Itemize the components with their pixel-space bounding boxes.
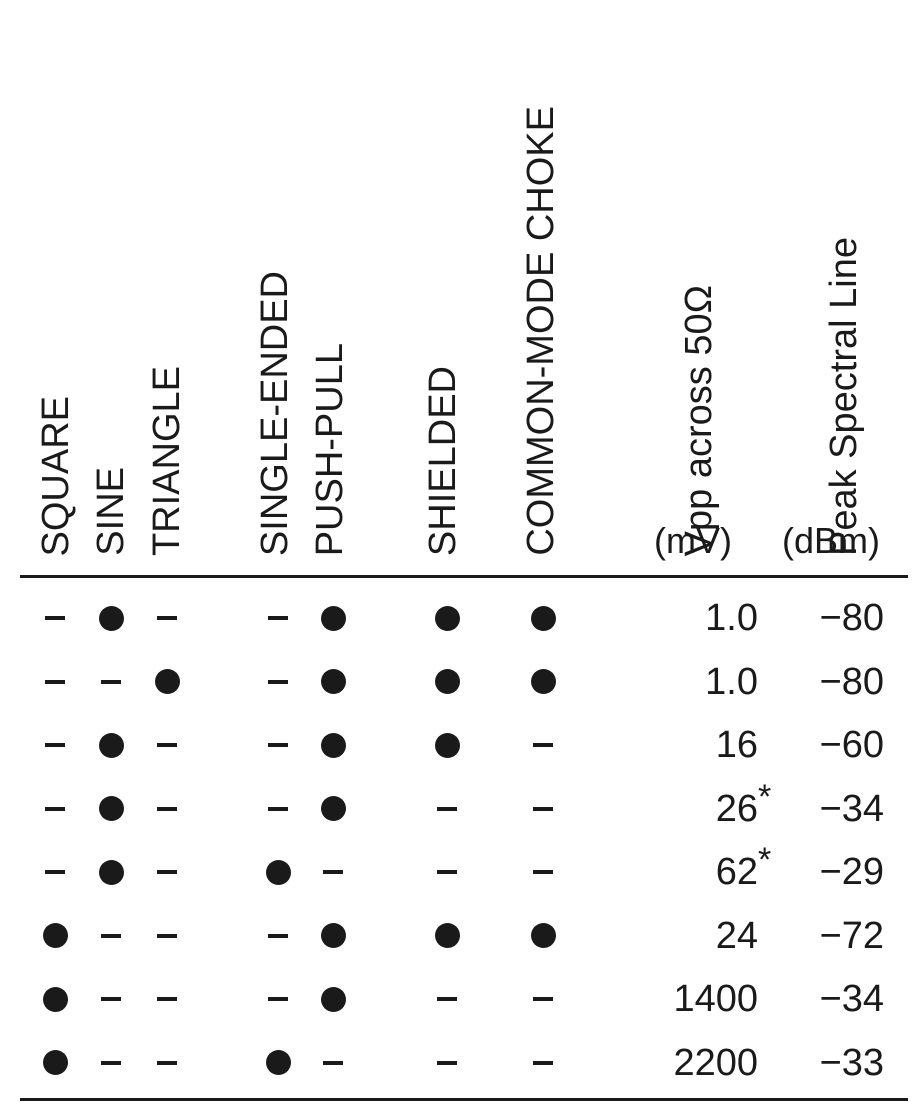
dash-no-icon-single-ended xyxy=(268,933,288,938)
vpp-value: 2200 xyxy=(673,1041,758,1084)
dash-no-icon-shielded xyxy=(437,1060,457,1065)
dot-yes-icon-common-mode-choke xyxy=(530,605,556,631)
dot-yes-icon-shielded xyxy=(434,732,460,758)
dash-no-icon-single-ended xyxy=(268,679,288,684)
dash-no-icon-sine xyxy=(101,679,121,684)
dash-no-icon-triangle xyxy=(157,743,177,747)
vpp-footnote-marker: * xyxy=(758,777,772,816)
vpp-value: 26 * xyxy=(715,777,772,830)
dash-no-icon-square xyxy=(45,743,65,747)
dash-no-icon-square xyxy=(45,616,65,620)
peak-dbm-value: −80 xyxy=(819,597,884,639)
dash-no-icon-common-mode-choke xyxy=(533,1060,553,1065)
dash-no-icon-sine xyxy=(101,1060,121,1065)
dash-no-icon-push-pull xyxy=(323,1060,343,1065)
vpp-unit-label: (mV) xyxy=(654,520,732,561)
column-header-push-pull: PUSH-PULL xyxy=(309,342,351,556)
dash-no-icon-single-ended xyxy=(268,616,288,620)
dash-no-icon-common-mode-choke xyxy=(533,870,553,874)
dot-yes-icon-sine xyxy=(98,605,124,631)
dot-yes-icon-square xyxy=(42,923,68,948)
column-header-square: SQUARE xyxy=(35,395,77,556)
peak-dbm-value: −72 xyxy=(819,914,884,957)
dot-yes-icon-common-mode-choke xyxy=(530,923,556,948)
dash-no-icon-shielded xyxy=(437,997,457,1001)
peak-dbm-value: −80 xyxy=(819,660,884,703)
dot-yes-icon-single-ended xyxy=(265,859,291,885)
dot-yes-icon-push-pull xyxy=(320,605,346,631)
dot-yes-icon-common-mode-choke xyxy=(530,669,556,694)
header-rule xyxy=(20,575,908,578)
vpp-value: 1.0 xyxy=(705,660,758,703)
dash-no-icon-square xyxy=(45,679,65,684)
peak-dbm-value: −33 xyxy=(819,1041,884,1084)
dot-yes-icon-shielded xyxy=(434,669,460,694)
column-header-shielded: SHIELDED xyxy=(422,365,464,556)
dash-no-icon-triangle xyxy=(157,1060,177,1065)
dash-no-icon-triangle xyxy=(157,933,177,938)
dash-no-icon-shielded xyxy=(437,870,457,874)
dot-yes-icon-square xyxy=(42,1050,68,1075)
dash-no-icon-common-mode-choke xyxy=(533,997,553,1001)
dash-no-icon-common-mode-choke xyxy=(533,743,553,747)
dot-yes-icon-push-pull xyxy=(320,796,346,821)
dash-no-icon-single-ended xyxy=(268,997,288,1001)
dash-no-icon-common-mode-choke xyxy=(533,806,553,811)
dot-yes-icon-shielded xyxy=(434,923,460,948)
vpp-value: 1.0 xyxy=(705,597,758,639)
column-header-triangle: TRIANGLE xyxy=(146,365,188,556)
peak-dbm-value: −34 xyxy=(819,978,884,1020)
dot-yes-icon-single-ended xyxy=(265,1050,291,1075)
dot-yes-icon-square xyxy=(42,986,68,1012)
column-header-single-ended: SINGLE-ENDED xyxy=(254,270,296,556)
vpp-value: 1400 xyxy=(673,978,758,1020)
dash-no-icon-triangle xyxy=(157,997,177,1001)
column-header-sine: SINE xyxy=(90,467,132,556)
peak-dbm-value: −29 xyxy=(819,851,884,893)
dot-yes-icon-push-pull xyxy=(320,923,346,948)
dash-no-icon-triangle xyxy=(157,616,177,620)
dash-no-icon-square xyxy=(45,806,65,811)
dot-yes-icon-sine xyxy=(98,796,124,821)
vpp-value: 24 xyxy=(715,914,758,957)
dash-no-icon-square xyxy=(45,870,65,874)
dash-no-icon-triangle xyxy=(157,870,177,874)
dash-no-icon-sine xyxy=(101,997,121,1001)
dash-no-icon-single-ended xyxy=(268,743,288,747)
vpp-footnote-marker: * xyxy=(758,841,772,879)
bottom-rule xyxy=(20,1098,908,1101)
dot-yes-icon-push-pull xyxy=(320,986,346,1012)
column-header-vpp: Vpp across 50Ω xyxy=(678,284,720,556)
dash-no-icon-triangle xyxy=(157,806,177,811)
peak-dbm-value: −34 xyxy=(819,787,884,830)
dot-yes-icon-sine xyxy=(98,732,124,758)
dash-no-icon-shielded xyxy=(437,806,457,811)
dash-no-icon-single-ended xyxy=(268,806,288,811)
column-header-peak-spectral-line: Peak Spectral Line xyxy=(823,237,865,556)
peak-unit-label: (dBm) xyxy=(782,520,880,561)
dash-no-icon-push-pull xyxy=(323,870,343,874)
vpp-value: 62 * xyxy=(715,841,772,893)
dot-yes-icon-push-pull xyxy=(320,732,346,758)
dot-yes-icon-shielded xyxy=(434,605,460,631)
column-header-common-mode-choke: COMMON-MODE CHOKE xyxy=(520,106,562,556)
dot-yes-icon-triangle xyxy=(154,669,180,694)
dash-no-icon-sine xyxy=(101,933,121,938)
dot-yes-icon-sine xyxy=(98,859,124,885)
vpp-value: 16 xyxy=(715,724,758,766)
peak-dbm-value: −60 xyxy=(819,724,884,766)
dot-yes-icon-push-pull xyxy=(320,669,346,694)
